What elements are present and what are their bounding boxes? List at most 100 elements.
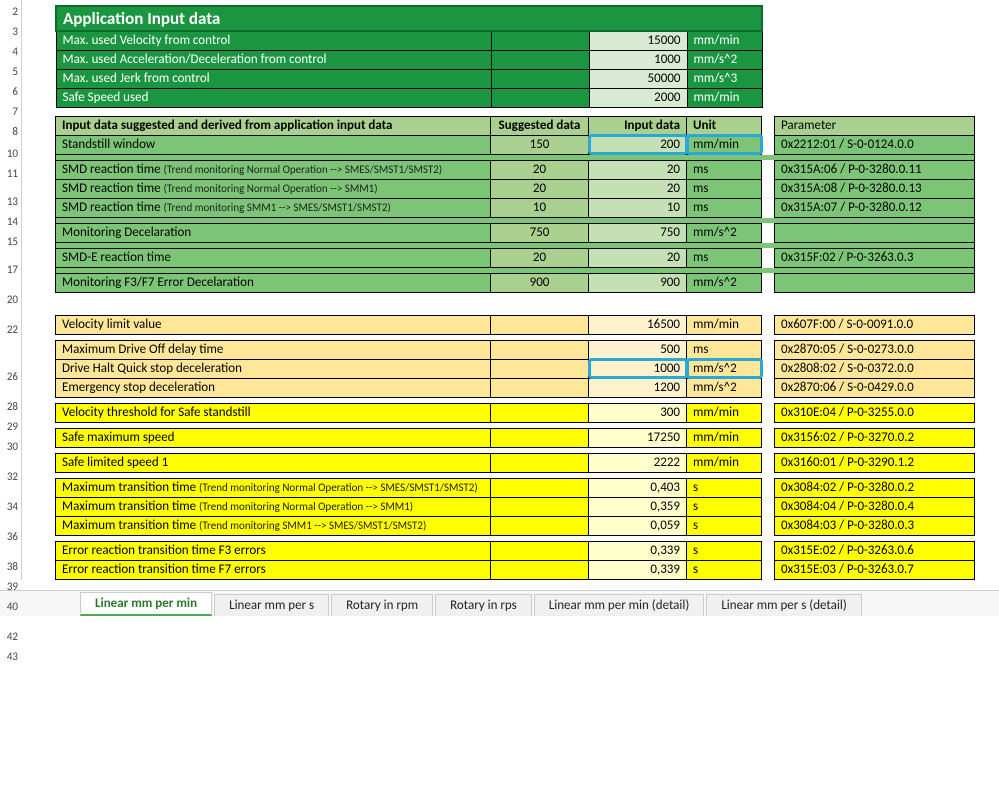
value-cell[interactable]: 0,359 xyxy=(589,497,687,516)
sheet-tab[interactable]: Rotary in rpm xyxy=(331,594,433,616)
value-cell[interactable]: 0,339 xyxy=(589,560,687,579)
column-header: Suggested data xyxy=(491,116,589,135)
sheet-tab[interactable]: Rotary in rps xyxy=(435,594,532,616)
gap xyxy=(762,116,775,135)
parameter-cell: 0x3084:02 / P-0-3280.0.2 xyxy=(775,478,975,497)
gap xyxy=(762,428,775,447)
input-cell[interactable]: 20 xyxy=(589,248,687,267)
derived-data-table: Input data suggested and derived from ap… xyxy=(55,116,975,293)
parameter-cell xyxy=(775,273,975,292)
input-cell[interactable]: 1000 xyxy=(589,50,687,69)
row-number[interactable]: 32 xyxy=(0,470,20,483)
unit-cell: mm/s^2 xyxy=(687,359,762,378)
row-number[interactable]: 2 xyxy=(0,5,20,18)
unit-cell: mm/s^2 xyxy=(687,223,762,242)
value-cell[interactable]: 17250 xyxy=(589,428,687,447)
row-number[interactable]: 38 xyxy=(0,560,20,573)
row-number[interactable]: 11 xyxy=(0,167,20,180)
unit-cell: ms xyxy=(687,340,762,359)
row-number[interactable]: 5 xyxy=(0,65,20,78)
suggested-cell: 10 xyxy=(491,198,589,217)
input-cell[interactable]: 900 xyxy=(589,273,687,292)
output-data-table: Velocity limit value 16500 mm/min 0x607F:00… xyxy=(55,315,975,580)
input-cell[interactable]: 200 xyxy=(589,135,687,154)
input-cell[interactable]: 750 xyxy=(589,223,687,242)
input-cell[interactable]: 15000 xyxy=(589,31,687,50)
gap xyxy=(762,516,775,535)
row-number[interactable]: 20 xyxy=(0,293,20,306)
input-row-label: Max. used Velocity from control xyxy=(56,31,491,50)
sheet-tab[interactable]: Linear mm per s xyxy=(214,594,329,616)
output-row-label: Safe maximum speed xyxy=(56,428,491,447)
value-cell[interactable]: 1200 xyxy=(589,378,687,397)
parameter-cell: 0x315E:03 / P-0-3263.0.7 xyxy=(775,560,975,579)
row-number[interactable]: 36 xyxy=(0,530,20,543)
cell-blank xyxy=(491,497,589,516)
unit-cell: mm/min xyxy=(687,88,762,107)
input-cell[interactable]: 20 xyxy=(589,160,687,179)
output-row-label: Velocity limit value xyxy=(56,315,491,334)
row-number[interactable]: 42 xyxy=(0,630,20,643)
row-number[interactable]: 15 xyxy=(0,235,20,248)
value-cell[interactable]: 16500 xyxy=(589,315,687,334)
parameter-cell: 0x607F:00 / S-0-0091.0.0 xyxy=(775,315,975,334)
input-cell[interactable]: 20 xyxy=(589,179,687,198)
cell-blank xyxy=(491,478,589,497)
row-number[interactable]: 40 xyxy=(0,600,20,613)
derived-row-label: SMD reaction time (Trend monitoring Norm… xyxy=(56,160,491,179)
value-cell[interactable]: 0,339 xyxy=(589,541,687,560)
value-cell[interactable]: 500 xyxy=(589,340,687,359)
gap xyxy=(762,340,775,359)
row-number[interactable]: 6 xyxy=(0,85,20,98)
parameter-cell: 0x315A:06 / P-0-3280.0.11 xyxy=(775,160,975,179)
cell-blank xyxy=(491,315,589,334)
row-number[interactable]: 7 xyxy=(0,105,20,118)
value-cell[interactable]: 0,059 xyxy=(589,516,687,535)
unit-cell: s xyxy=(687,497,762,516)
column-header: Input data suggested and derived from ap… xyxy=(56,116,491,135)
sheet-tab[interactable]: Linear mm per s (detail) xyxy=(706,594,861,616)
parameter-cell: 0x3084:03 / P-0-3280.0.3 xyxy=(775,516,975,535)
unit-cell: mm/min xyxy=(687,453,762,472)
cell-blank xyxy=(491,340,589,359)
row-number[interactable]: 43 xyxy=(0,650,20,663)
row-number[interactable]: 10 xyxy=(0,147,20,160)
parameter-cell: 0x2212:01 / S-0-0124.0.0 xyxy=(775,135,975,154)
value-cell[interactable]: 300 xyxy=(589,403,687,422)
gap xyxy=(762,160,775,179)
row-number[interactable]: 4 xyxy=(0,45,20,58)
row-number[interactable]: 28 xyxy=(0,400,20,413)
row-number[interactable]: 26 xyxy=(0,370,20,383)
row-number[interactable]: 34 xyxy=(0,500,20,513)
input-cell[interactable]: 10 xyxy=(589,198,687,217)
value-cell[interactable]: 1000 xyxy=(589,359,687,378)
parameter-cell: 0x315F:02 / P-0-3263.0.3 xyxy=(775,248,975,267)
value-cell[interactable]: 2222 xyxy=(589,453,687,472)
cell-blank xyxy=(491,50,589,69)
unit-cell: ms xyxy=(687,248,762,267)
output-row-label: Maximum transition time (Trend monitorin… xyxy=(56,478,491,497)
row-number[interactable]: 14 xyxy=(0,215,20,228)
input-row-label: Max. used Jerk from control xyxy=(56,69,491,88)
row-number[interactable]: 39 xyxy=(0,580,20,593)
row-number[interactable]: 29 xyxy=(0,420,20,433)
gap xyxy=(762,273,775,292)
row-number[interactable]: 22 xyxy=(0,323,20,336)
input-cell[interactable]: 50000 xyxy=(589,69,687,88)
row-number[interactable]: 13 xyxy=(0,195,20,208)
row-number[interactable]: 8 xyxy=(0,125,20,138)
suggested-cell: 20 xyxy=(491,179,589,198)
value-cell[interactable]: 0,403 xyxy=(589,478,687,497)
row-number[interactable]: 17 xyxy=(0,263,20,276)
input-cell[interactable]: 2000 xyxy=(589,88,687,107)
suggested-cell: 20 xyxy=(491,160,589,179)
unit-cell: mm/s^2 xyxy=(687,378,762,397)
sheet-tab[interactable]: Linear mm per min (detail) xyxy=(534,594,705,616)
unit-cell: ms xyxy=(687,198,762,217)
unit-cell: mm/min xyxy=(687,428,762,447)
sheet-tab[interactable]: Linear mm per min xyxy=(80,592,212,616)
row-number-gutter: 2345678101113141517202226282930323436383… xyxy=(0,0,22,580)
gap xyxy=(762,223,775,242)
row-number[interactable]: 30 xyxy=(0,440,20,453)
row-number[interactable]: 3 xyxy=(0,25,20,38)
